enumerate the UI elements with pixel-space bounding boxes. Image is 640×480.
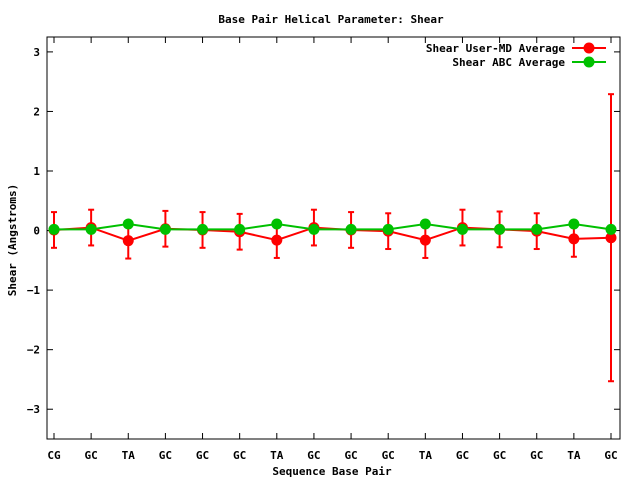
series-0 <box>48 93 617 383</box>
y-tick-label: 3 <box>33 46 40 59</box>
data-point <box>605 223 617 235</box>
series-layer <box>48 93 617 383</box>
data-point <box>382 223 394 235</box>
x-tick-label: GC <box>604 449 617 462</box>
legend-marker <box>583 42 595 54</box>
data-point <box>122 235 134 247</box>
data-point <box>308 223 320 235</box>
x-tick-label: TA <box>419 449 433 462</box>
y-tick-label: 1 <box>33 165 40 178</box>
legend-label: Shear User-MD Average <box>426 42 565 55</box>
chart-title: Base Pair Helical Parameter: Shear <box>218 13 444 26</box>
plot-frame <box>46 36 621 440</box>
series-line <box>54 222 612 231</box>
data-point <box>271 218 283 230</box>
data-point <box>234 223 246 235</box>
data-point <box>197 223 209 235</box>
x-tick-label: GC <box>456 449 469 462</box>
x-axis-label: Sequence Base Pair <box>272 465 392 478</box>
x-tick-label: GC <box>307 449 320 462</box>
x-tick-label: GC <box>493 449 506 462</box>
data-point <box>159 223 171 235</box>
x-tick-label: TA <box>270 449 284 462</box>
data-point <box>605 232 617 244</box>
data-point <box>568 233 580 245</box>
data-point <box>531 223 543 235</box>
x-tick-label: GC <box>196 449 209 462</box>
data-point <box>122 218 134 230</box>
data-point <box>419 218 431 230</box>
series-1 <box>48 218 617 235</box>
y-tick-label: −3 <box>27 403 40 416</box>
plot-axes: −3 −2 −1 0 1 2 3 CG GC TA GC GC GC TA GC GC GC TA GC GC GC TA… <box>27 36 621 462</box>
x-tick-label: GC <box>85 449 98 462</box>
y-tick-label: −1 <box>27 284 41 297</box>
y-tick-label: 0 <box>33 225 40 238</box>
data-point <box>456 223 468 235</box>
x-tick-label: GC <box>233 449 246 462</box>
y-axis-label: Shear (Angstroms) <box>6 184 19 297</box>
x-tick-label: CG <box>47 449 61 462</box>
y-tick-label: −2 <box>27 344 40 357</box>
x-tick-label: GC <box>530 449 543 462</box>
data-point <box>271 234 283 246</box>
x-tick-label: TA <box>567 449 581 462</box>
data-point <box>48 223 60 235</box>
x-tick-label: GC <box>344 449 357 462</box>
x-tick-label: GC <box>159 449 172 462</box>
x-tick-label: GC <box>382 449 395 462</box>
data-point <box>494 223 506 235</box>
legend-label: Shear ABC Average <box>452 56 565 69</box>
legend-marker <box>583 56 595 68</box>
y-tick-label: 2 <box>33 105 40 118</box>
data-point <box>419 234 431 246</box>
x-tick-label: TA <box>122 449 136 462</box>
data-point <box>85 223 97 235</box>
data-point <box>568 218 580 230</box>
data-point <box>345 223 357 235</box>
